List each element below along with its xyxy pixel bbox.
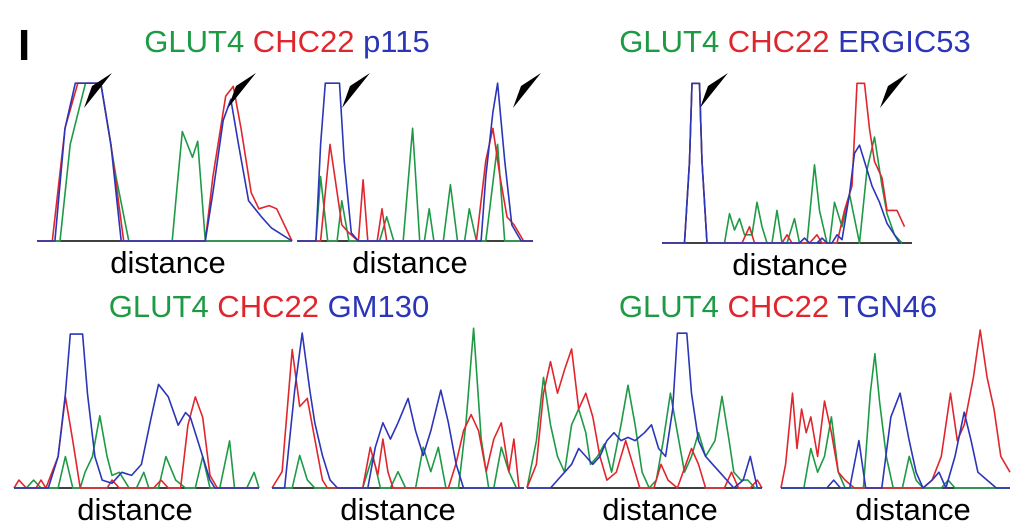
x-axis-label: distance [602, 492, 717, 527]
title-word-chc22: CHC22 [244, 24, 354, 59]
x-axis-label: distance [732, 247, 847, 282]
series-line-marker [662, 82, 901, 244]
profile-plot-7: distance [780, 329, 1011, 527]
series-line-chc22 [780, 329, 1011, 489]
series-line-marker [781, 392, 1010, 489]
panel-titles: GLUT4 CHC22 p115 GLUT4 CHC22 ERGIC53GLUT4… [109, 24, 971, 324]
series-line-marker [527, 332, 762, 489]
profile-plot-6: distance [526, 332, 763, 527]
arrowhead-marker [84, 73, 112, 108]
series-line-chc22 [526, 348, 763, 489]
title-word-marker: TGN46 [829, 289, 937, 324]
x-axis-label: distance [340, 492, 455, 527]
arrowhead-marker [342, 73, 370, 108]
title-word-glut4: GLUT4 [109, 289, 209, 324]
arrowhead-marker [880, 73, 908, 108]
x-axis-label: distance [77, 492, 192, 527]
panel-title-2: GLUT4 CHC22 ERGIC53 [619, 24, 970, 59]
series-line-chc22 [271, 348, 524, 489]
series-line-glut4 [781, 352, 1010, 489]
title-word-marker: GM130 [319, 289, 429, 324]
title-word-chc22: CHC22 [719, 289, 829, 324]
arrowhead-marker [700, 73, 728, 108]
profile-plot-5: distance [271, 327, 524, 527]
series-line-chc22 [37, 82, 293, 242]
series-line-marker [14, 333, 259, 489]
title-word-chc22: CHC22 [209, 289, 319, 324]
panel-title-3: GLUT4 CHC22 GM130 [109, 289, 429, 324]
profile-plot-2: distance [297, 73, 541, 280]
profile-plot-4: distance [13, 333, 260, 527]
series-line-marker [37, 82, 293, 242]
series-line-marker [297, 82, 533, 242]
panel-title-1: GLUT4 CHC22 p115 [144, 24, 429, 59]
title-word-marker: p115 [354, 24, 429, 59]
title-word-glut4: GLUT4 [619, 289, 719, 324]
x-axis-label: distance [352, 245, 467, 280]
panel-label: I [18, 21, 30, 70]
series-line-glut4 [526, 376, 762, 489]
title-word-glut4: GLUT4 [619, 24, 719, 59]
arrowhead-marker [228, 73, 256, 108]
title-word-glut4: GLUT4 [144, 24, 244, 59]
title-word-chc22: CHC22 [719, 24, 829, 59]
profile-plot-3: distance [662, 73, 912, 282]
profile-plot-1: distance [37, 73, 293, 280]
x-axis-label: distance [855, 492, 970, 527]
arrowhead-marker [513, 73, 541, 108]
plot-area: distance distance distance distance distance… [13, 73, 1011, 527]
series-line-chc22 [13, 396, 259, 489]
panel-title-4: GLUT4 CHC22 TGN46 [619, 289, 937, 324]
x-axis-label: distance [110, 245, 225, 280]
series-line-marker [272, 332, 524, 489]
title-word-marker: ERGIC53 [829, 24, 970, 59]
